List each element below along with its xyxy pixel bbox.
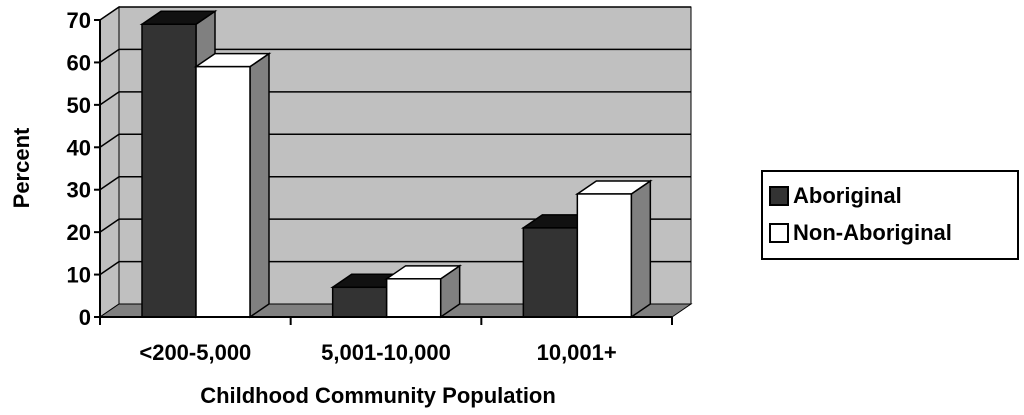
- y-tick-label: 30: [67, 178, 91, 203]
- legend-swatch-non-aboriginal: [769, 223, 789, 243]
- x-tick-labels: <200-5,000 5,001-10,000 10,001+: [139, 340, 616, 365]
- gridline: [99, 218, 691, 233]
- legend-swatch-aboriginal: [769, 186, 789, 206]
- gridline: [99, 6, 691, 21]
- gridline: [99, 260, 691, 276]
- y-tick-label: 50: [67, 93, 91, 118]
- bar: [384, 264, 463, 319]
- side-wall: [99, 6, 120, 318]
- x-tick-label: 5,001-10,000: [321, 340, 451, 365]
- gridline: [99, 48, 691, 64]
- legend: Aboriginal Non-Aboriginal: [761, 170, 1019, 260]
- legend-item-non-aboriginal: Non-Aboriginal: [769, 217, 952, 249]
- legend-label-non-aboriginal: Non-Aboriginal: [793, 220, 952, 245]
- legend-label-aboriginal: Aboriginal: [793, 183, 902, 208]
- bar: [574, 179, 653, 319]
- bar: [193, 52, 272, 319]
- gridline: [99, 133, 691, 148]
- y-tick-label: 70: [67, 8, 91, 33]
- y-tick-label: 20: [67, 220, 91, 245]
- axes: [94, 19, 673, 325]
- y-tick-label: 10: [67, 263, 91, 288]
- x-tick-label: 10,001+: [537, 340, 617, 365]
- y-tick-label: 0: [79, 305, 91, 330]
- gridline: [99, 175, 691, 191]
- y-tick-labels: 0 10 20 30 40 50 60 70: [67, 8, 91, 330]
- x-tick-label: <200-5,000: [139, 340, 251, 365]
- legend-item-aboriginal: Aboriginal: [769, 180, 902, 212]
- x-axis-label: Childhood Community Population: [200, 383, 556, 408]
- gridline: [99, 91, 691, 106]
- gridlines: [99, 6, 691, 276]
- y-tick-label: 40: [67, 135, 91, 160]
- y-tick-label: 60: [67, 50, 91, 75]
- y-axis-label: Percent: [9, 127, 34, 208]
